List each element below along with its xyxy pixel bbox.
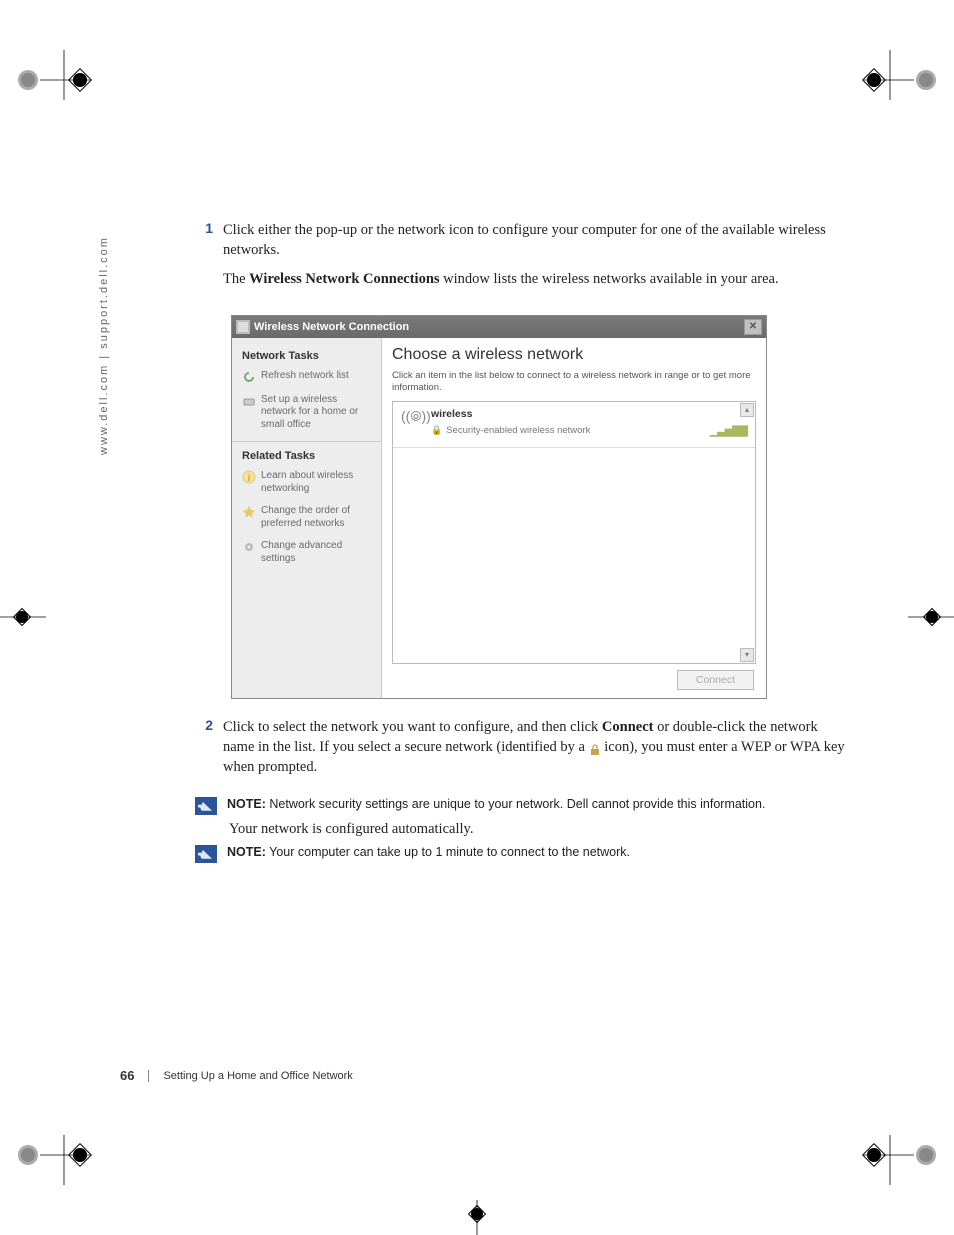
task-label: Refresh network list xyxy=(261,370,349,383)
scroll-down-button[interactable]: ▾ xyxy=(740,648,754,662)
step-2: 2 Click to select the network you want t… xyxy=(195,717,845,786)
star-icon xyxy=(242,505,256,519)
setup-icon xyxy=(242,394,256,408)
note-text: NOTE: Network security settings are uniq… xyxy=(227,796,765,814)
dialog-main-panel: Choose a wireless network Click an item … xyxy=(382,338,766,698)
network-name: wireless xyxy=(431,408,747,420)
note-text: NOTE: Your computer can take up to 1 min… xyxy=(227,844,630,862)
footer-separator xyxy=(148,1070,149,1082)
tasks-header: Related Tasks xyxy=(242,450,371,462)
step-number: 2 xyxy=(195,717,223,786)
app-icon xyxy=(236,320,250,334)
section-title: Setting Up a Home and Office Network xyxy=(163,1070,352,1082)
dialog-instruction: Click an item in the list below to conne… xyxy=(392,370,756,395)
task-setup-network[interactable]: Set up a wireless network for a home or … xyxy=(242,394,371,432)
task-learn[interactable]: i Learn about wireless networking xyxy=(242,470,371,495)
close-button[interactable]: ✕ xyxy=(744,319,762,335)
divider xyxy=(232,441,381,442)
wifi-icon: ((⦾)) xyxy=(401,408,423,437)
info-icon: i xyxy=(242,470,256,484)
network-list[interactable]: ((⦾)) wireless 🔒 Security-enabled wirele… xyxy=(392,401,756,664)
step-text: Click to select the network you want to … xyxy=(223,717,845,778)
lock-icon xyxy=(589,742,601,754)
gear-icon xyxy=(242,540,256,554)
page-number: 66 xyxy=(120,1068,134,1083)
network-security-label: Security-enabled wireless network xyxy=(446,425,590,436)
step-1: 1 Click either the pop-up or the network… xyxy=(195,220,845,297)
network-security-row: 🔒 Security-enabled wireless network ▁▃▅▇… xyxy=(431,424,747,437)
step-text: Click either the pop-up or the network i… xyxy=(223,220,845,261)
signal-icon: ▁▃▅▇▇ xyxy=(710,424,747,437)
note-icon xyxy=(195,845,217,863)
step-body: Click to select the network you want to … xyxy=(223,717,845,786)
network-item[interactable]: ((⦾)) wireless 🔒 Security-enabled wirele… xyxy=(393,402,755,448)
step-number: 1 xyxy=(195,220,223,297)
task-refresh[interactable]: Refresh network list xyxy=(242,370,371,384)
task-advanced[interactable]: Change advanced settings xyxy=(242,540,371,565)
lock-icon: 🔒 xyxy=(431,425,442,436)
tasks-sidebar: Network Tasks Refresh network list Set u… xyxy=(232,338,382,698)
dialog-heading: Choose a wireless network xyxy=(392,346,756,364)
dialog-titlebar: Wireless Network Connection ✕ xyxy=(232,316,766,338)
task-label: Change the order of preferred networks xyxy=(261,505,371,530)
tasks-header: Network Tasks xyxy=(242,350,371,362)
connect-button[interactable]: Connect xyxy=(677,670,754,690)
task-label: Learn about wireless networking xyxy=(261,470,371,495)
scroll-up-button[interactable]: ▴ xyxy=(740,403,754,417)
wireless-dialog-screenshot: Wireless Network Connection ✕ Network Ta… xyxy=(231,315,767,699)
note-2: NOTE: Your computer can take up to 1 min… xyxy=(195,844,845,863)
step-body: Click either the pop-up or the network i… xyxy=(223,220,845,297)
task-order[interactable]: Change the order of preferred networks xyxy=(242,505,371,530)
dialog-title: Wireless Network Connection xyxy=(254,321,409,333)
task-label: Change advanced settings xyxy=(261,540,371,565)
auto-config-text: Your network is configured automatically… xyxy=(229,821,845,838)
page-content: 1 Click either the pop-up or the network… xyxy=(195,220,845,869)
note-1: NOTE: Network security settings are uniq… xyxy=(195,796,845,815)
margin-url-text: www.dell.com | support.dell.com xyxy=(98,236,110,455)
task-label: Set up a wireless network for a home or … xyxy=(261,394,371,432)
step-text: The Wireless Network Connections window … xyxy=(223,269,845,289)
note-icon xyxy=(195,797,217,815)
svg-text:i: i xyxy=(248,473,250,484)
page-footer: 66 Setting Up a Home and Office Network xyxy=(120,1068,353,1083)
refresh-icon xyxy=(242,370,256,384)
